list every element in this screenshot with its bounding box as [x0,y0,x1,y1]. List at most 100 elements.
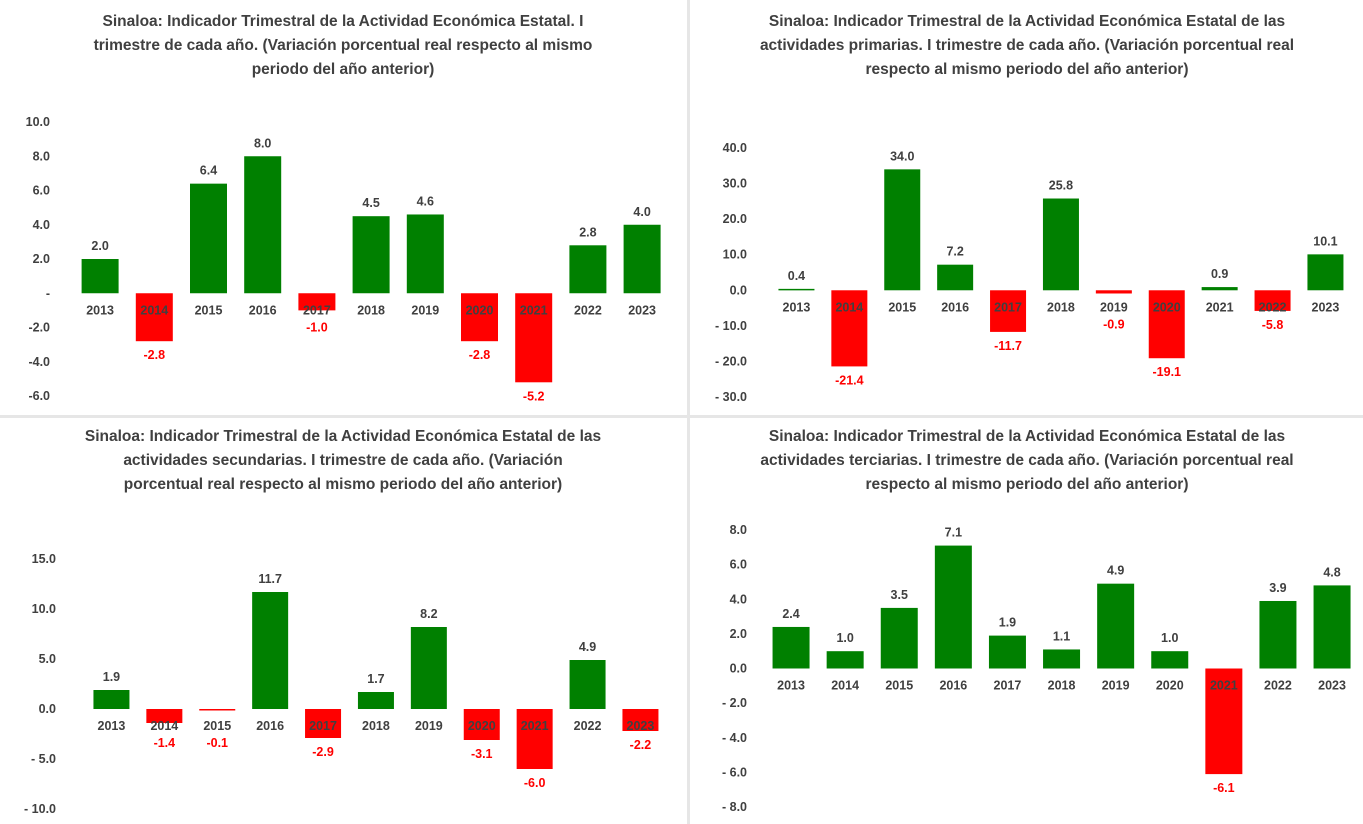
bar-2019 [1097,583,1135,669]
x-tick-label: 2019 [411,303,439,317]
x-tick-label: 2016 [249,303,277,317]
data-label: 2.8 [579,225,596,239]
data-label: 1.1 [1053,629,1070,643]
y-tick-label: - 10.0 [715,319,747,333]
data-label: 11.7 [258,572,282,586]
x-tick-label: 2021 [1206,300,1234,314]
x-tick-label: 2019 [1100,300,1128,314]
x-tick-label: 2015 [885,679,913,693]
data-label: -1.4 [154,736,176,750]
bar-2020 [463,709,500,740]
y-tick-label: 2.0 [730,627,747,641]
x-tick-label: 2021 [1210,679,1238,693]
y-tick-label: 10.0 [32,602,56,616]
chart-title: Sinaloa: Indicador Trimestral de la Acti… [84,428,602,493]
data-label: 8.0 [254,136,271,150]
y-tick-label: 8.0 [730,523,747,537]
x-tick-label: 2014 [835,300,863,314]
x-tick-label: 2020 [1153,300,1181,314]
y-tick-label: - 20.0 [715,354,747,368]
y-tick-label: 8.0 [33,149,50,163]
x-tick-label: 2020 [466,303,494,317]
y-tick-label: 6.0 [33,184,50,198]
data-label: -3.1 [471,747,493,761]
data-label: -6.1 [1213,781,1235,795]
bar-2019 [406,214,444,294]
bar-2018 [352,216,390,294]
data-label: 4.9 [1107,564,1124,578]
y-tick-label: 5.0 [39,652,56,666]
data-label: 4.8 [1323,565,1340,579]
x-tick-label: 2021 [521,719,549,733]
bar-2017 [298,293,336,311]
y-tick-label: 15.0 [32,552,56,566]
x-tick-label: 2018 [362,719,390,733]
bar-2019 [410,627,447,709]
data-label: 7.1 [945,526,962,540]
chart-title: Sinaloa: Indicador Trimestral de la Acti… [93,13,593,78]
bar-2014 [826,651,864,669]
bar-2023 [623,224,661,294]
bar-2018 [357,692,394,709]
y-tick-label: -6.0 [28,389,50,403]
bar-2018 [1043,649,1081,669]
chart-plot: 10.0 8.0 6.0 4.0 2.0 - -2.0 -4.0 -6.0 2013 2.0 2014… [26,115,661,403]
y-tick-label: 4.0 [33,218,50,232]
y-tick-label: -4.0 [28,355,50,369]
x-tick-label: 2015 [195,303,223,317]
y-tick-label: 20.0 [723,212,747,226]
bar-2015 [884,169,921,291]
x-tick-label: 2021 [520,303,548,317]
data-label: -6.0 [524,776,546,790]
data-label: 1.0 [836,631,853,645]
data-label: 3.5 [891,588,908,602]
y-tick-label: 0.0 [730,283,747,297]
data-label: 10.1 [1313,234,1337,248]
chart-panel-primarias: Sinaloa: Indicador Trimestral de la Acti… [691,0,1363,414]
data-label: -2.8 [469,348,491,362]
bar-2013 [81,259,119,294]
x-tick-label: 2022 [574,719,602,733]
chart-panel-total: Sinaloa: Indicador Trimestral de la Acti… [0,0,686,414]
data-label: 34.0 [890,149,914,163]
bar-2016 [934,545,972,669]
bar-2017 [990,290,1027,332]
x-tick-label: 2014 [140,303,168,317]
y-tick-label: - 5.0 [31,752,56,766]
data-label: -11.7 [994,339,1022,353]
bar-2013 [778,288,815,291]
data-label: 2.0 [91,239,108,253]
bar-2016 [252,592,289,709]
x-tick-label: 2013 [783,300,811,314]
x-tick-label: 2020 [1156,679,1184,693]
bar-2015 [199,709,236,711]
x-tick-label: 2013 [86,303,114,317]
x-tick-label: 2018 [1047,300,1075,314]
y-tick-label: 6.0 [730,558,747,572]
x-tick-label: 2016 [939,679,967,693]
data-label: -5.2 [523,389,545,403]
panel-divider-vertical [687,0,690,824]
bar-2015 [190,183,227,294]
y-tick-label: - 30.0 [715,390,747,404]
bar-2018 [1042,198,1079,291]
chart-plot: 40.0 30.0 20.0 10.0 0.0 - 10.0 - 20.0 - 30.0 201… [715,141,1344,404]
x-tick-label: 2023 [1312,300,1340,314]
data-label: -0.9 [1103,317,1125,331]
x-tick-label: 2022 [574,303,602,317]
data-label: 1.0 [1161,631,1178,645]
x-tick-label: 2019 [415,719,443,733]
chart-plot: 8.0 6.0 4.0 2.0 0.0 - 2.0 - 4.0 - 6.0 - 8.0 2013 2… [722,523,1351,814]
x-tick-label: 2017 [994,679,1022,693]
x-tick-label: 2017 [303,303,331,317]
x-tick-label: 2023 [1318,679,1346,693]
data-label: 4.5 [362,196,379,210]
x-tick-label: 2017 [994,300,1022,314]
chart-title: Sinaloa: Indicador Trimestral de la Acti… [760,428,1294,493]
data-label: 0.9 [1211,267,1228,281]
bar-2023 [1307,254,1344,291]
x-tick-label: 2014 [150,719,178,733]
data-label: -2.9 [312,745,334,759]
x-tick-label: 2020 [468,719,496,733]
bar-2020 [1151,651,1189,669]
